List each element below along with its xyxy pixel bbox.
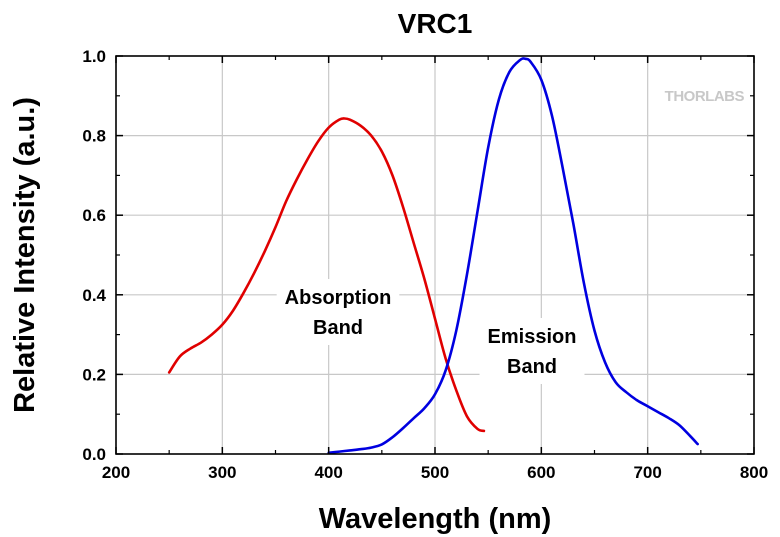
x-tick-label: 500	[421, 463, 449, 482]
absorption-band-label-line: Band	[313, 317, 363, 339]
emission-band-line	[327, 57, 699, 455]
absorption-band-label-line: Absorption	[285, 287, 392, 309]
axis-ticks: 200 300 400 500 600 700 800 0.0 0.2 0.4 0.6 0.8 1.0	[82, 47, 768, 482]
x-tick-label: 800	[740, 463, 768, 482]
y-tick-label: 0.0	[82, 445, 106, 464]
x-tick-label: 300	[208, 463, 236, 482]
series-layer	[167, 57, 699, 455]
y-tick-label: 0.2	[82, 365, 106, 384]
absorption-band-label: Absorption Band	[276, 279, 400, 345]
x-tick-label: 400	[314, 463, 342, 482]
y-axis-title: Relative Intensity (a.u.)	[9, 97, 41, 413]
y-tick-label: 0.6	[82, 206, 106, 225]
y-tick-label: 1.0	[82, 47, 106, 66]
x-tick-label: 200	[102, 463, 130, 482]
emission-band-label-background	[479, 318, 585, 384]
emission-band-label-line: Band	[507, 356, 557, 378]
absorption-band-line	[167, 117, 486, 433]
emission-band-label-line: Emission	[488, 326, 577, 348]
y-tick-label: 0.8	[82, 127, 106, 146]
chart-title: VRC1	[398, 8, 473, 39]
thorlabs-watermark: THORLABS	[665, 88, 745, 105]
x-tick-label: 700	[633, 463, 661, 482]
emission-band-label: Emission Band	[479, 318, 585, 384]
x-tick-label: 600	[527, 463, 555, 482]
y-tick-label: 0.4	[82, 286, 106, 305]
x-axis-title: Wavelength (nm)	[319, 503, 552, 535]
annotations: Absorption Band Emission Band	[276, 279, 585, 384]
grid	[116, 56, 754, 454]
absorption-band-label-background	[276, 279, 400, 345]
